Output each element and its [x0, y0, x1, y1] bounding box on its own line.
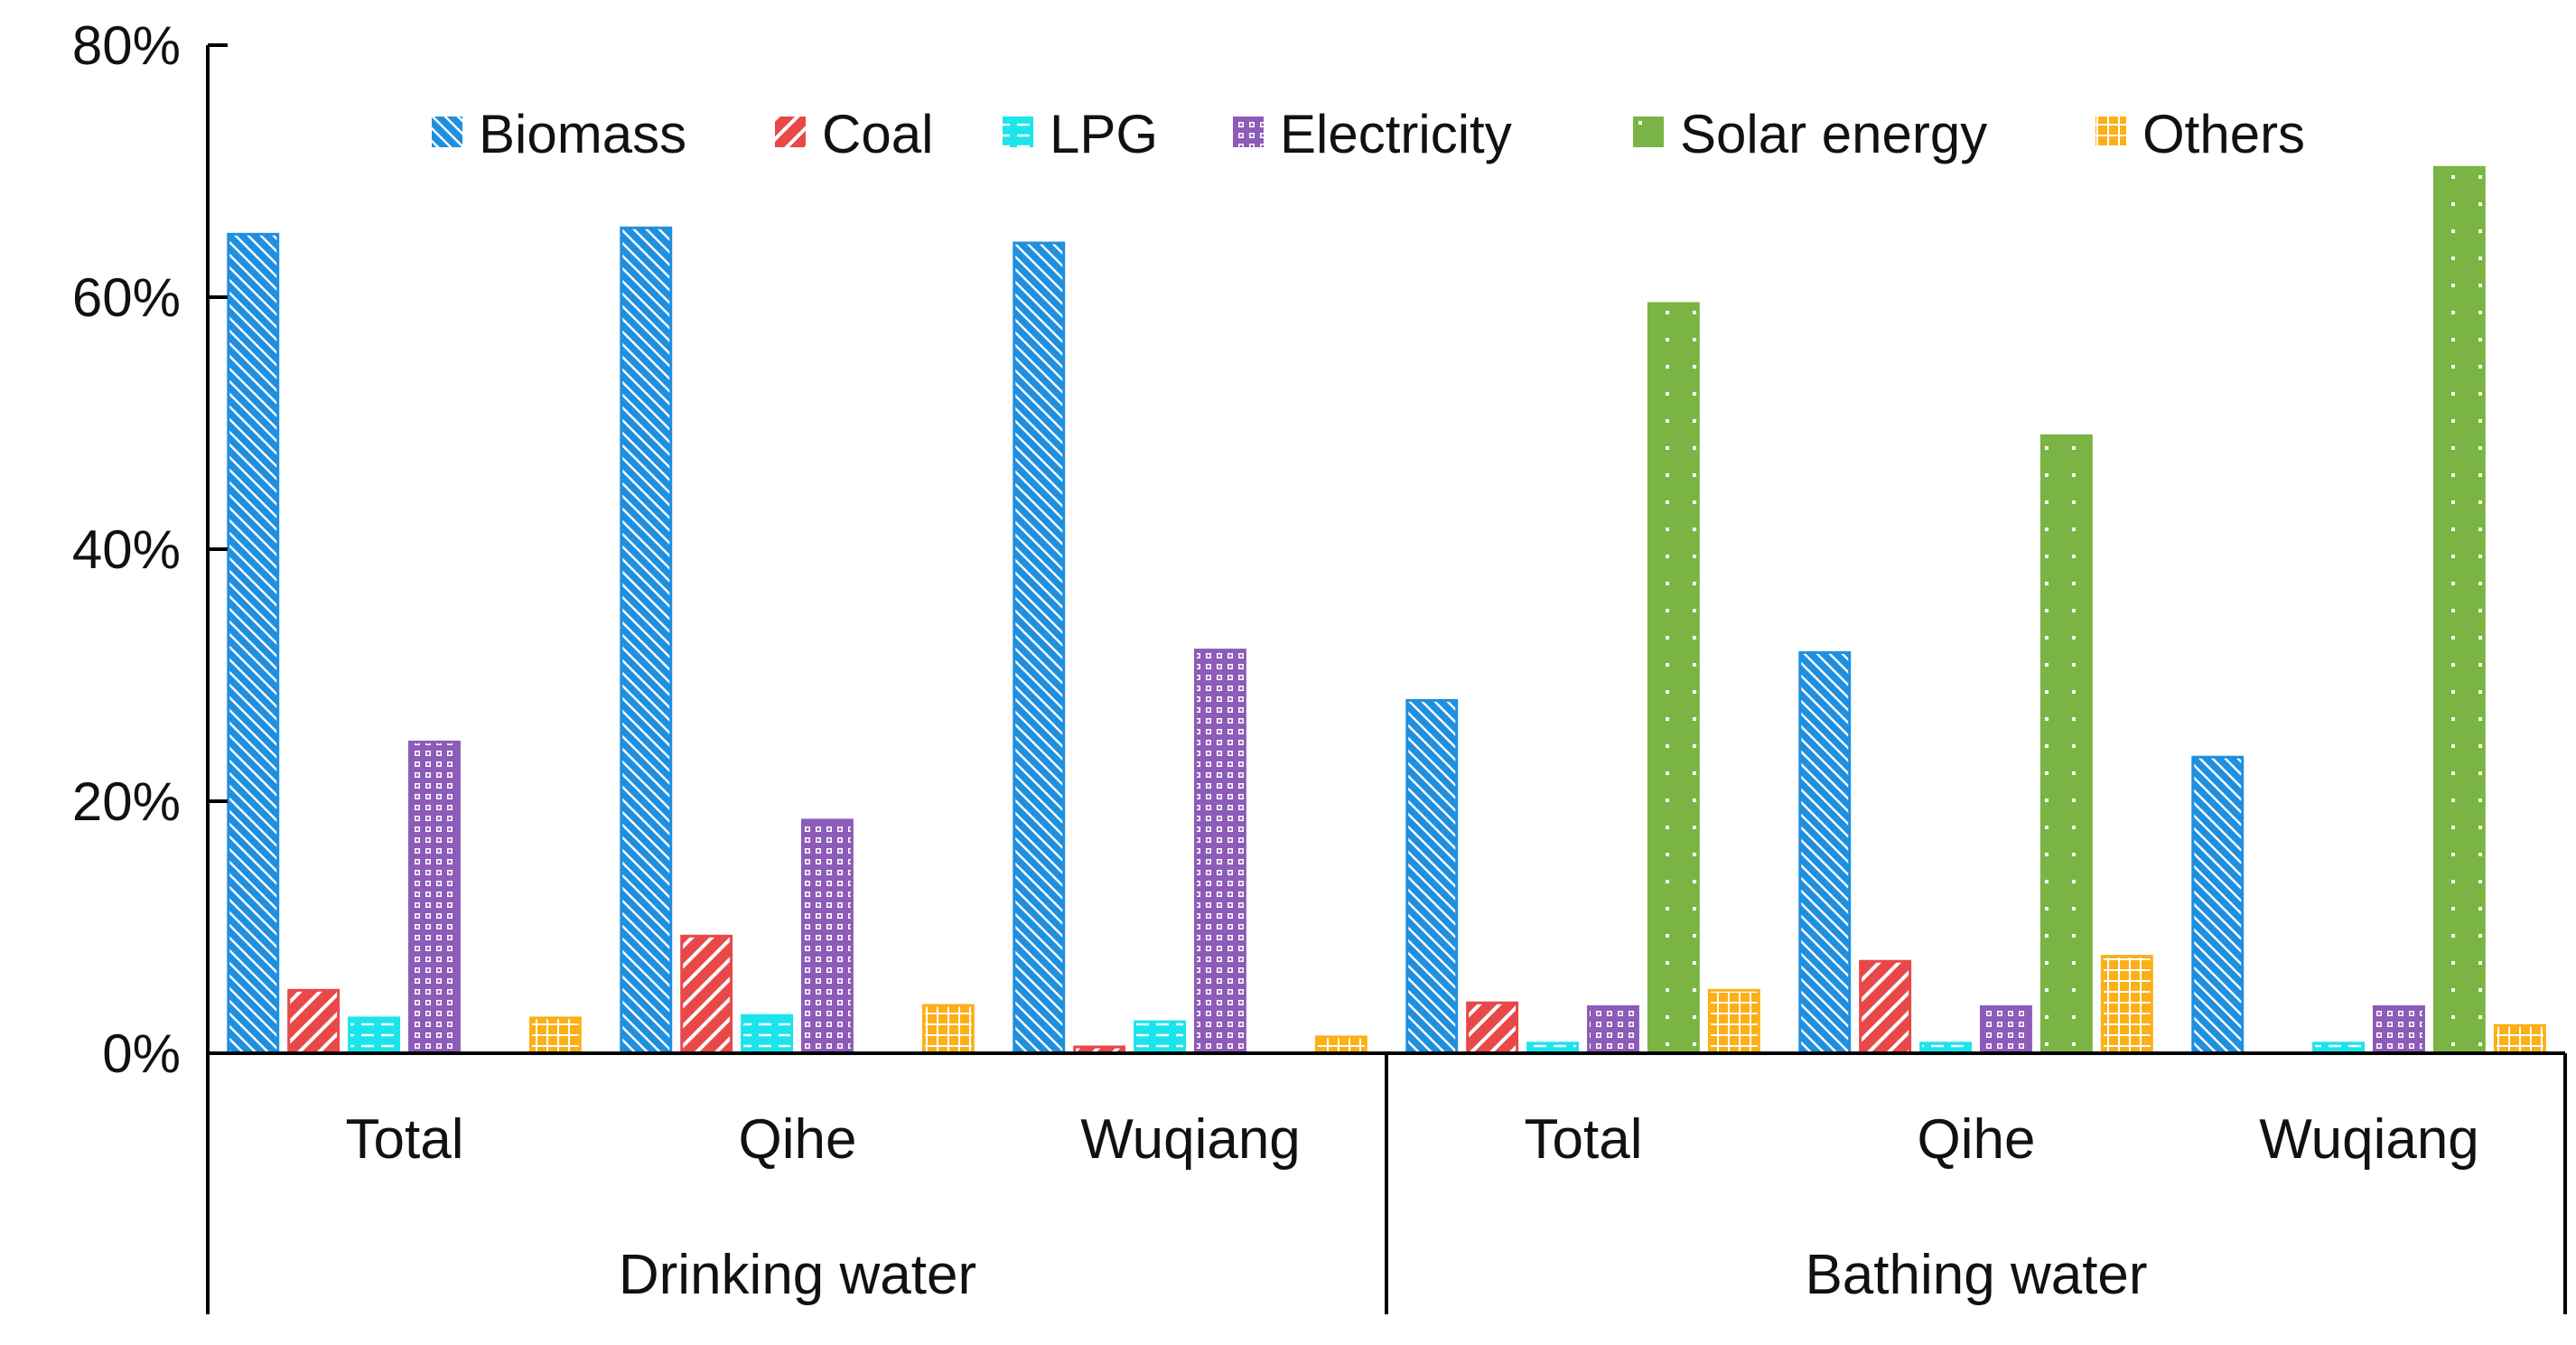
x-category-label: Qihe [739, 1108, 857, 1171]
bar-others-total [1707, 988, 1760, 1055]
bar-lpg-total [348, 1016, 401, 1055]
legend-swatch-electricity [1233, 117, 1264, 147]
bar-lpg-qihe [741, 1013, 793, 1055]
bar-lpg-wuqiang [1134, 1020, 1186, 1055]
bar-others-wuqiang [1314, 1035, 1367, 1055]
bar-coal-total [287, 988, 341, 1055]
legend-swatch-others [2095, 117, 2126, 147]
bar-others-qihe [921, 1004, 975, 1055]
legend-swatch-biomass [432, 117, 462, 147]
y-axis-ticks: 0% 20% 40% 60% 80% [72, 15, 228, 1084]
legend-label: Biomass [479, 104, 686, 164]
bar-electricity-total [1587, 1004, 1639, 1055]
legend-label: Others [2142, 104, 2305, 164]
legend-label: Electricity [1280, 104, 1512, 164]
bar-electricity-wuqiang [2373, 1004, 2425, 1055]
legend-swatch-coal [775, 117, 806, 147]
bar-coal-total [1466, 1001, 1519, 1055]
x-category-label: Total [1525, 1108, 1643, 1171]
bar-others-total [528, 1016, 582, 1055]
x-group-label: Bathing water [1805, 1244, 2147, 1306]
bar-biomass-total [1405, 698, 1459, 1055]
x-group-label: Drinking water [619, 1244, 976, 1306]
bar-electricity-qihe [801, 818, 854, 1055]
x-category-labels: Total Qihe Wuqiang Total Qihe Wuqiang [346, 1108, 2479, 1171]
y-tick-label: 80% [72, 15, 181, 76]
bar-biomass-qihe [620, 226, 673, 1055]
y-tick-label: 40% [72, 519, 181, 580]
legend-swatch-solar-energy [1633, 117, 1664, 147]
bar-layer [227, 165, 2546, 1055]
bar-biomass-qihe [1798, 650, 1852, 1055]
legend-label: LPG [1050, 104, 1158, 164]
bar-solar-energy-wuqiang [2432, 165, 2486, 1055]
legend-swatch-lpg [1003, 117, 1033, 147]
x-category-label: Total [346, 1108, 464, 1171]
legend: Biomass Coal LPG Electricity Solar energ… [432, 104, 2305, 164]
y-tick-label: 0% [102, 1023, 181, 1084]
x-category-label: Wuqiang [2259, 1108, 2479, 1171]
bar-others-wuqiang [2493, 1023, 2546, 1055]
x-category-label: Qihe [1918, 1108, 2036, 1171]
bar-coal-qihe [1859, 959, 1912, 1055]
legend-label: Coal [822, 104, 933, 164]
bar-biomass-total [227, 232, 280, 1055]
bar-biomass-wuqiang [2191, 755, 2245, 1055]
bar-solar-energy-qihe [2039, 434, 2093, 1055]
y-tick-label: 60% [72, 267, 181, 328]
x-category-label: Wuqiang [1080, 1108, 1301, 1171]
bar-others-qihe [2100, 955, 2153, 1055]
bar-electricity-total [408, 740, 461, 1055]
bar-solar-energy-total [1647, 302, 1700, 1055]
bar-electricity-wuqiang [1194, 649, 1246, 1055]
bar-electricity-qihe [1980, 1004, 2032, 1055]
legend-label: Solar energy [1680, 104, 1987, 164]
bar-biomass-wuqiang [1013, 241, 1066, 1055]
y-tick-label: 20% [72, 771, 181, 832]
bar-coal-qihe [680, 934, 733, 1055]
x-group-labels: Drinking water Bathing water [619, 1244, 2148, 1306]
